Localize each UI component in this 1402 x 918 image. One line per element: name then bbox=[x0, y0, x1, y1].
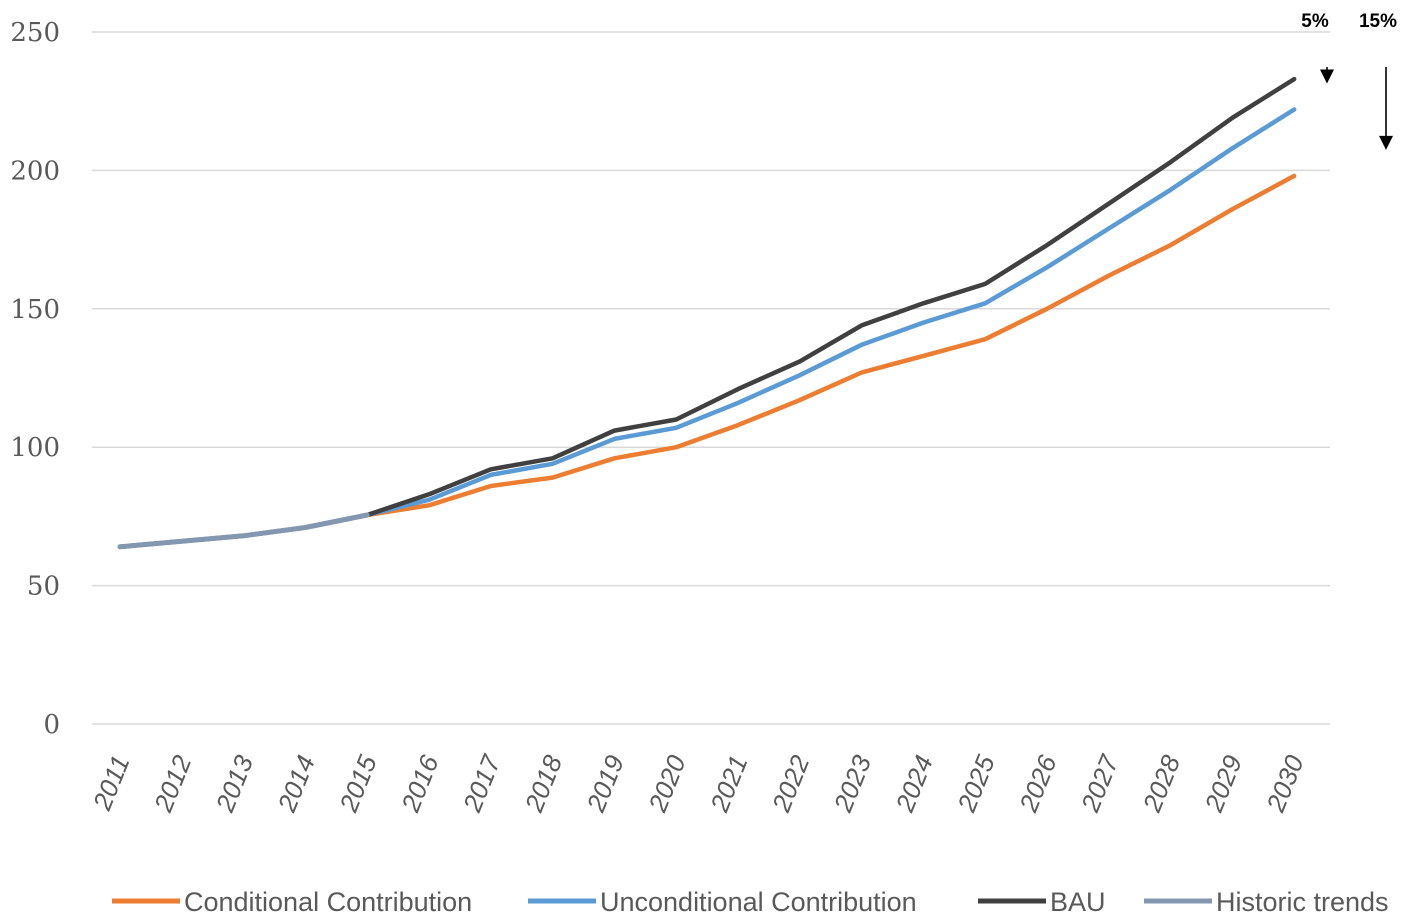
x-tick-label-2024: 2024 bbox=[889, 751, 939, 817]
legend-label-conditional-contribution: Conditional Contribution bbox=[184, 887, 472, 917]
annotation-arrowhead-15% bbox=[1379, 135, 1393, 150]
annotation-label-5%: 5% bbox=[1301, 11, 1329, 32]
legend-label-bau: BAU bbox=[1050, 887, 1106, 917]
x-tick-label-2029: 2029 bbox=[1198, 751, 1248, 817]
series-line-historic-trends bbox=[117, 512, 370, 550]
y-tick-label-200: 200 bbox=[10, 156, 60, 186]
x-tick-label-2013: 2013 bbox=[209, 751, 259, 817]
series-lines bbox=[117, 76, 1297, 550]
x-tick-label-2011: 2011 bbox=[86, 751, 135, 815]
y-axis-ticks: 0 50 100 150 200 250 bbox=[10, 18, 60, 740]
y-tick-label-100: 100 bbox=[10, 433, 60, 463]
x-tick-label-2023: 2023 bbox=[827, 751, 877, 817]
x-tick-label-2027: 2027 bbox=[1075, 750, 1125, 817]
x-tick-label-2018: 2018 bbox=[518, 751, 568, 817]
x-tick-label-2014: 2014 bbox=[271, 751, 321, 817]
x-tick-label-2025: 2025 bbox=[951, 751, 1001, 817]
x-tick-label-2015: 2015 bbox=[333, 751, 383, 817]
series-line-unconditional-contribution bbox=[117, 107, 1297, 550]
gridlines bbox=[92, 31, 1330, 725]
x-tick-label-2016: 2016 bbox=[395, 751, 445, 817]
y-tick-label-50: 50 bbox=[27, 572, 60, 602]
x-tick-label-2017: 2017 bbox=[457, 750, 507, 817]
x-axis-ticks: 2011 2012 2013 2014 2015 2016 2017 2018 2019 2020… bbox=[86, 750, 1310, 817]
series-line-conditional-contribution bbox=[117, 173, 1297, 550]
x-tick-label-2030: 2030 bbox=[1260, 751, 1310, 817]
legend: Conditional Contribution Unconditional Co… bbox=[112, 887, 1389, 917]
y-tick-label-250: 250 bbox=[10, 18, 60, 48]
x-tick-label-2012: 2012 bbox=[148, 751, 198, 817]
x-tick-label-2019: 2019 bbox=[580, 751, 630, 817]
x-tick-label-2026: 2026 bbox=[1013, 751, 1063, 817]
annotation-arrowhead-5% bbox=[1320, 69, 1334, 84]
series-line-bau bbox=[117, 76, 1297, 550]
reduction-annotations: 5% 15% bbox=[1301, 11, 1397, 150]
x-tick-label-2020: 2020 bbox=[642, 751, 692, 817]
y-tick-label-150: 150 bbox=[10, 295, 60, 325]
y-tick-label-0: 0 bbox=[43, 710, 60, 740]
legend-label-historic-trends: Historic trends bbox=[1216, 887, 1389, 917]
x-tick-label-2028: 2028 bbox=[1136, 751, 1186, 817]
legend-label-unconditional-contribution: Unconditional Contribution bbox=[600, 887, 917, 917]
x-tick-label-2022: 2022 bbox=[766, 751, 816, 817]
x-tick-label-2021: 2021 bbox=[704, 751, 754, 817]
annotation-label-15%: 15% bbox=[1359, 11, 1397, 32]
